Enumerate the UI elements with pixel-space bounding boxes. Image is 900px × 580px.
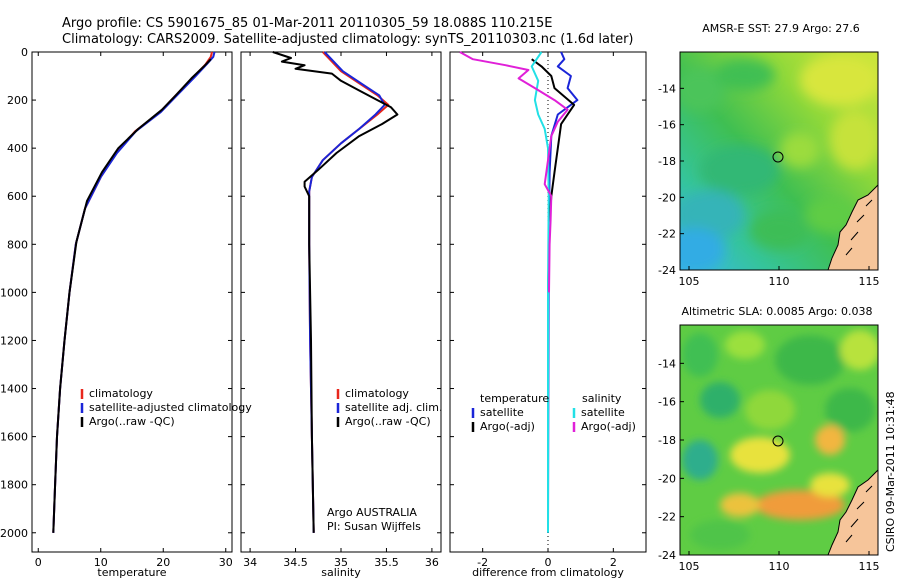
legend-label: satellite: [581, 406, 625, 419]
x-tick-label: 10: [94, 556, 108, 569]
panel-note: Argo AUSTRALIA: [327, 506, 417, 519]
map-x-tick-label: 115: [859, 275, 880, 288]
map-y-tick-label: -14: [658, 357, 676, 370]
sal-plot-frame: [240, 51, 442, 553]
sla-map-image: [680, 325, 878, 555]
x-tick-label: 35: [334, 556, 348, 569]
map-y-tick-label: -20: [658, 191, 676, 204]
x-tick-label: 34: [243, 556, 257, 569]
series-line-diff-3: [459, 51, 569, 293]
x-tick-label: 30: [219, 556, 233, 569]
x-tick-label: 0: [35, 556, 42, 569]
x-tick-label: 20: [156, 556, 170, 569]
x-tick-label: 34.5: [283, 556, 308, 569]
series-line-sal-2: [272, 51, 399, 533]
map-y-tick-label: -22: [658, 228, 676, 241]
x-tick-label: 35.5: [374, 556, 399, 569]
header-line-2: Climatology: CARS2009. Satellite-adjuste…: [62, 32, 634, 47]
legend-label: satellite: [480, 406, 524, 419]
map-y-tick-label: -20: [658, 472, 676, 485]
map-x-tick-label: 105: [679, 275, 700, 288]
legend-label: Argo(-adj): [581, 420, 636, 433]
x-axis-label: difference from climatology: [472, 566, 624, 579]
legend-label: satellite adj. clim.: [345, 401, 442, 414]
y-tick-label: 800: [7, 238, 28, 251]
sla-map-panel: Altimetric SLA: 0.0085 Argo: 0.038: [658, 305, 880, 573]
map-y-tick-label: -16: [658, 119, 676, 132]
sst-map-panel: AMSR-E SST: 27.9 Argo: 27.6 105 110 115 -14…: [658, 22, 880, 288]
series-line-diff-0: [547, 51, 579, 533]
argo-position-marker: [772, 151, 784, 163]
y-tick-label: 600: [7, 190, 28, 203]
y-tick-label: 200: [7, 94, 28, 107]
sst-map-title: AMSR-E SST: 27.9 Argo: 27.6: [702, 22, 860, 35]
legend-label: climatology: [345, 387, 409, 400]
map-y-tick-label: -14: [658, 82, 676, 95]
sst-map-image: [680, 52, 878, 270]
legend-label: climatology: [89, 387, 153, 400]
x-tick-label: -2: [477, 556, 488, 569]
series-line-temp-0: [52, 51, 213, 533]
y-tick-label: 2000: [0, 527, 28, 540]
series-line-diff-2: [530, 51, 550, 533]
map-x-tick-label: 105: [679, 560, 700, 573]
temperature-profile-panel: 0 10 20 30 0 200 400 600 800 1000 1200 1400 1600 1800…: [0, 46, 252, 579]
salinity-profile-panel: 34 34.5 35 35.5 36 salinity climatologysatelli…: [240, 51, 442, 579]
legend-label: Argo(..raw -QC): [345, 415, 431, 428]
x-tick-label: 2: [610, 556, 617, 569]
sla-map-title: Altimetric SLA: 0.0085 Argo: 0.038: [681, 305, 872, 318]
temp-plot-frame: [31, 51, 233, 553]
map-x-tick-label: 110: [769, 275, 790, 288]
y-tick-label: 0: [21, 46, 28, 59]
legend-label: Argo(..raw -QC): [89, 415, 175, 428]
panel-note: PI: Susan Wijffels: [327, 520, 421, 533]
series-line-temp-1: [52, 51, 216, 533]
series-line-sal-0: [308, 51, 390, 533]
series-line-temp-2: [52, 58, 212, 533]
y-tick-label: 1000: [0, 286, 28, 299]
legend-label: satellite-adjusted climatology: [89, 401, 252, 414]
map-x-tick-label: 110: [769, 560, 790, 573]
map-x-tick-label: 115: [859, 560, 880, 573]
side-timestamp-label: CSIRO 09-Mar-2011 10:31:48: [884, 391, 897, 552]
map-y-tick-label: -22: [658, 511, 676, 524]
series-line-sal-1: [308, 51, 386, 533]
y-tick-label: 1200: [0, 334, 28, 347]
map-y-tick-label: -24: [658, 264, 676, 277]
y-tick-label: 1800: [0, 479, 28, 492]
x-tick-label: 0: [545, 556, 552, 569]
x-axis-label: temperature: [97, 566, 166, 579]
map-y-tick-label: -24: [658, 549, 676, 562]
y-tick-label: 1400: [0, 383, 28, 396]
y-tick-label: 400: [7, 142, 28, 155]
map-y-tick-label: -16: [658, 396, 676, 409]
map-y-tick-label: -18: [658, 434, 676, 447]
header-line-1: Argo profile: CS 5901675_85 01-Mar-2011 …: [62, 16, 552, 31]
legend-title: salinity: [582, 392, 622, 405]
legend-title: temperature: [480, 392, 549, 405]
argo-position-marker: [772, 435, 784, 447]
map-y-tick-label: -18: [658, 155, 676, 168]
x-tick-label: 36: [425, 556, 439, 569]
x-axis-label: salinity: [321, 566, 361, 579]
legend-label: Argo(-adj): [480, 420, 535, 433]
y-tick-label: 1600: [0, 431, 28, 444]
